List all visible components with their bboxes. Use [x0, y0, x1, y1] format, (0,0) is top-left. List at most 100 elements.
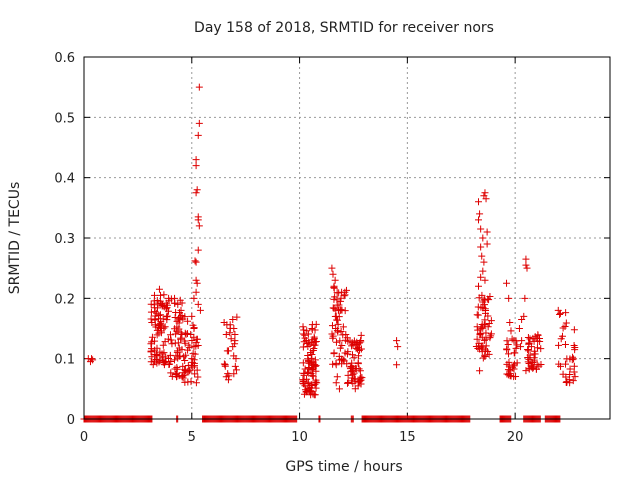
data-point [303, 327, 311, 335]
data-point [148, 333, 156, 341]
data-point [481, 189, 489, 197]
data-point [338, 360, 346, 368]
data-point [335, 385, 343, 393]
data-point [475, 198, 482, 206]
data-point [537, 345, 545, 353]
data-point [570, 326, 578, 334]
data-point [192, 379, 200, 387]
data-point [354, 382, 362, 390]
data-point [178, 373, 186, 381]
data-point [187, 331, 195, 339]
data-point [309, 372, 317, 380]
data-point [166, 360, 174, 368]
data-point [333, 316, 341, 324]
data-point [233, 313, 241, 321]
data-point [478, 291, 486, 299]
data-point [479, 234, 487, 242]
data-point [163, 301, 171, 309]
data-point [152, 355, 160, 363]
data-point [343, 350, 351, 358]
data-point [194, 131, 202, 139]
data-point [530, 354, 538, 362]
data-point [329, 304, 337, 312]
data-point [354, 359, 362, 367]
data-point [474, 326, 482, 334]
data-point [477, 343, 485, 351]
data-point [195, 83, 203, 91]
data-point [310, 335, 318, 343]
data-point [179, 374, 187, 382]
data-point [161, 323, 169, 331]
data-point [170, 356, 178, 364]
data-point [481, 305, 489, 313]
y-axis-label: SRMTID / TECUs [7, 182, 23, 295]
data-point [351, 385, 359, 393]
data-point [147, 340, 155, 348]
data-point [355, 339, 363, 347]
data-point [171, 313, 179, 321]
data-point [357, 331, 365, 339]
data-point [477, 225, 485, 233]
x-axis-ticks: 0 5 10 15 20 [80, 57, 523, 445]
data-point [300, 371, 308, 379]
data-point [344, 371, 352, 379]
data-point [570, 362, 578, 370]
data-point [232, 366, 240, 374]
data-point [151, 315, 159, 323]
data-point [334, 306, 342, 314]
data-point [332, 312, 340, 320]
data-point [181, 366, 189, 374]
data-point [524, 346, 532, 354]
data-point [194, 246, 202, 254]
data-point [571, 373, 579, 381]
data-point [171, 294, 179, 302]
data-point [309, 364, 317, 372]
data-point [312, 338, 320, 346]
data-point [224, 370, 232, 378]
data-point [341, 307, 349, 315]
data-point [356, 345, 364, 353]
data-point [533, 361, 541, 369]
data-point [505, 350, 513, 358]
data-point [301, 331, 309, 339]
data-point [168, 340, 176, 348]
data-point [479, 298, 487, 306]
data-point [562, 360, 570, 368]
data-point [525, 365, 533, 373]
data-point [473, 323, 481, 331]
data-point [477, 243, 485, 251]
y-tick-label: 0.3 [54, 232, 75, 247]
data-point [188, 336, 196, 344]
data-point [571, 343, 579, 351]
data-point [190, 294, 198, 302]
data-point [153, 304, 161, 312]
data-point [503, 345, 511, 353]
data-point [333, 301, 341, 309]
data-point [331, 276, 339, 284]
data-point [181, 367, 189, 375]
data-point [148, 338, 156, 346]
data-point [523, 264, 531, 272]
data-point [180, 353, 188, 361]
data-point [331, 293, 339, 301]
data-point [181, 356, 189, 364]
y-tick-label: 0.6 [54, 51, 75, 66]
data-point [559, 324, 567, 332]
data-point [88, 355, 96, 363]
data-point [503, 370, 511, 378]
data-point [190, 343, 198, 351]
data-point [224, 376, 232, 384]
data-point [561, 323, 569, 331]
data-point [511, 349, 519, 357]
data-point [347, 363, 355, 371]
data-point [222, 331, 230, 339]
data-point [334, 320, 342, 328]
data-point [160, 303, 168, 311]
plot-frame [83, 56, 611, 420]
data-point [481, 320, 489, 328]
data-point [476, 330, 484, 338]
data-point [555, 341, 563, 349]
data-point [484, 312, 492, 320]
data-point [482, 335, 490, 343]
data-point [535, 335, 543, 343]
